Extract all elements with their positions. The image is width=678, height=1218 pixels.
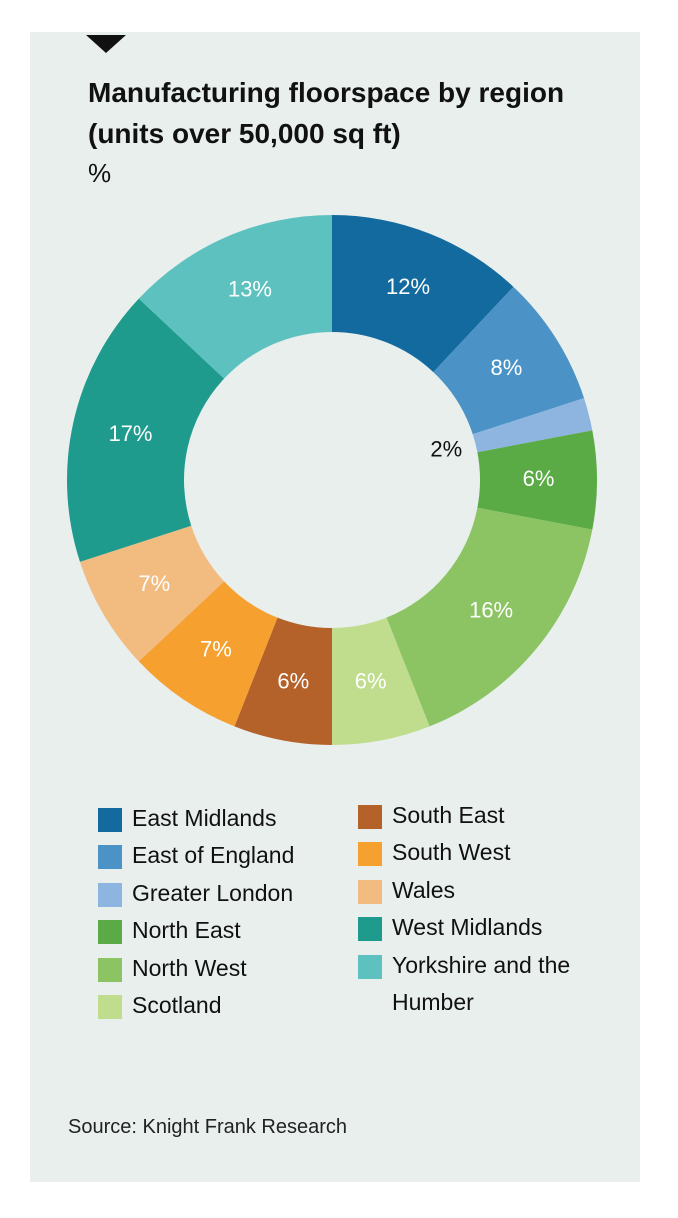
legend-swatch (98, 808, 122, 832)
legend-item: Scotland (98, 992, 322, 1024)
data-label: 16% (469, 597, 513, 622)
donut-slice (234, 617, 332, 745)
donut-slice (477, 430, 597, 530)
data-label: 17% (108, 421, 152, 446)
donut-slice (332, 215, 514, 373)
legend-swatch (358, 805, 382, 829)
donut-slice (67, 298, 225, 562)
legend-label: West Midlands (392, 914, 543, 941)
legend-item: Greater London (98, 880, 322, 912)
legend-swatch (98, 957, 122, 982)
chart-subtitle: % (88, 158, 112, 188)
legend-item: South West (358, 839, 582, 871)
donut-slice (79, 525, 225, 662)
source: Source: Knight Frank Research (68, 1116, 348, 1138)
legend-label: South East (392, 802, 505, 828)
legend-label: North West (132, 954, 247, 981)
data-label: 6% (277, 669, 309, 694)
data-label: 8% (490, 355, 522, 380)
legend-item: North East (98, 917, 322, 949)
donut-slice (138, 581, 278, 727)
legend-item: East Midlands (98, 805, 322, 837)
data-label: 13% (228, 276, 272, 301)
legend-item: Yorkshire and the Humber (358, 952, 582, 1021)
donut-slice (332, 617, 430, 745)
legend-label: East of England (132, 842, 295, 869)
donut-slice (433, 286, 585, 435)
data-label: 7% (138, 571, 170, 596)
data-label: 12% (386, 274, 430, 299)
legend-swatch (98, 882, 122, 907)
data-label: 7% (200, 637, 232, 662)
legend-swatch (358, 879, 382, 904)
legend-swatch (98, 845, 122, 870)
donut-slice (138, 215, 332, 379)
data-label: 2% (430, 436, 462, 461)
legend-label: North East (132, 917, 241, 944)
data-label: 6% (523, 466, 555, 491)
legend-label: South West (392, 839, 511, 866)
data-label: 6% (355, 669, 387, 694)
legend-label: Yorkshire and the Humber (392, 951, 571, 1015)
marker-triangle (86, 35, 126, 53)
legend-swatch (98, 995, 122, 1019)
legend-swatch (358, 954, 382, 979)
donut-slice (472, 398, 593, 453)
legend-label: Scotland (132, 992, 222, 1018)
donut-slice (386, 507, 593, 727)
legend-item: Wales (358, 877, 582, 909)
legend-label: East Midlands (132, 805, 277, 831)
legend-item: North West (98, 955, 322, 987)
legend-label: Wales (392, 876, 456, 903)
legend-swatch (98, 920, 122, 945)
legend-item: East of England (98, 842, 322, 874)
legend-label: Greater London (132, 879, 294, 906)
legend-item: West Midlands (358, 914, 582, 946)
legend-item: South East (358, 802, 582, 834)
chart-title: Manufacturing floorspace by region (unit… (88, 77, 565, 149)
legend-swatch (358, 842, 382, 867)
legend-swatch (358, 917, 382, 942)
